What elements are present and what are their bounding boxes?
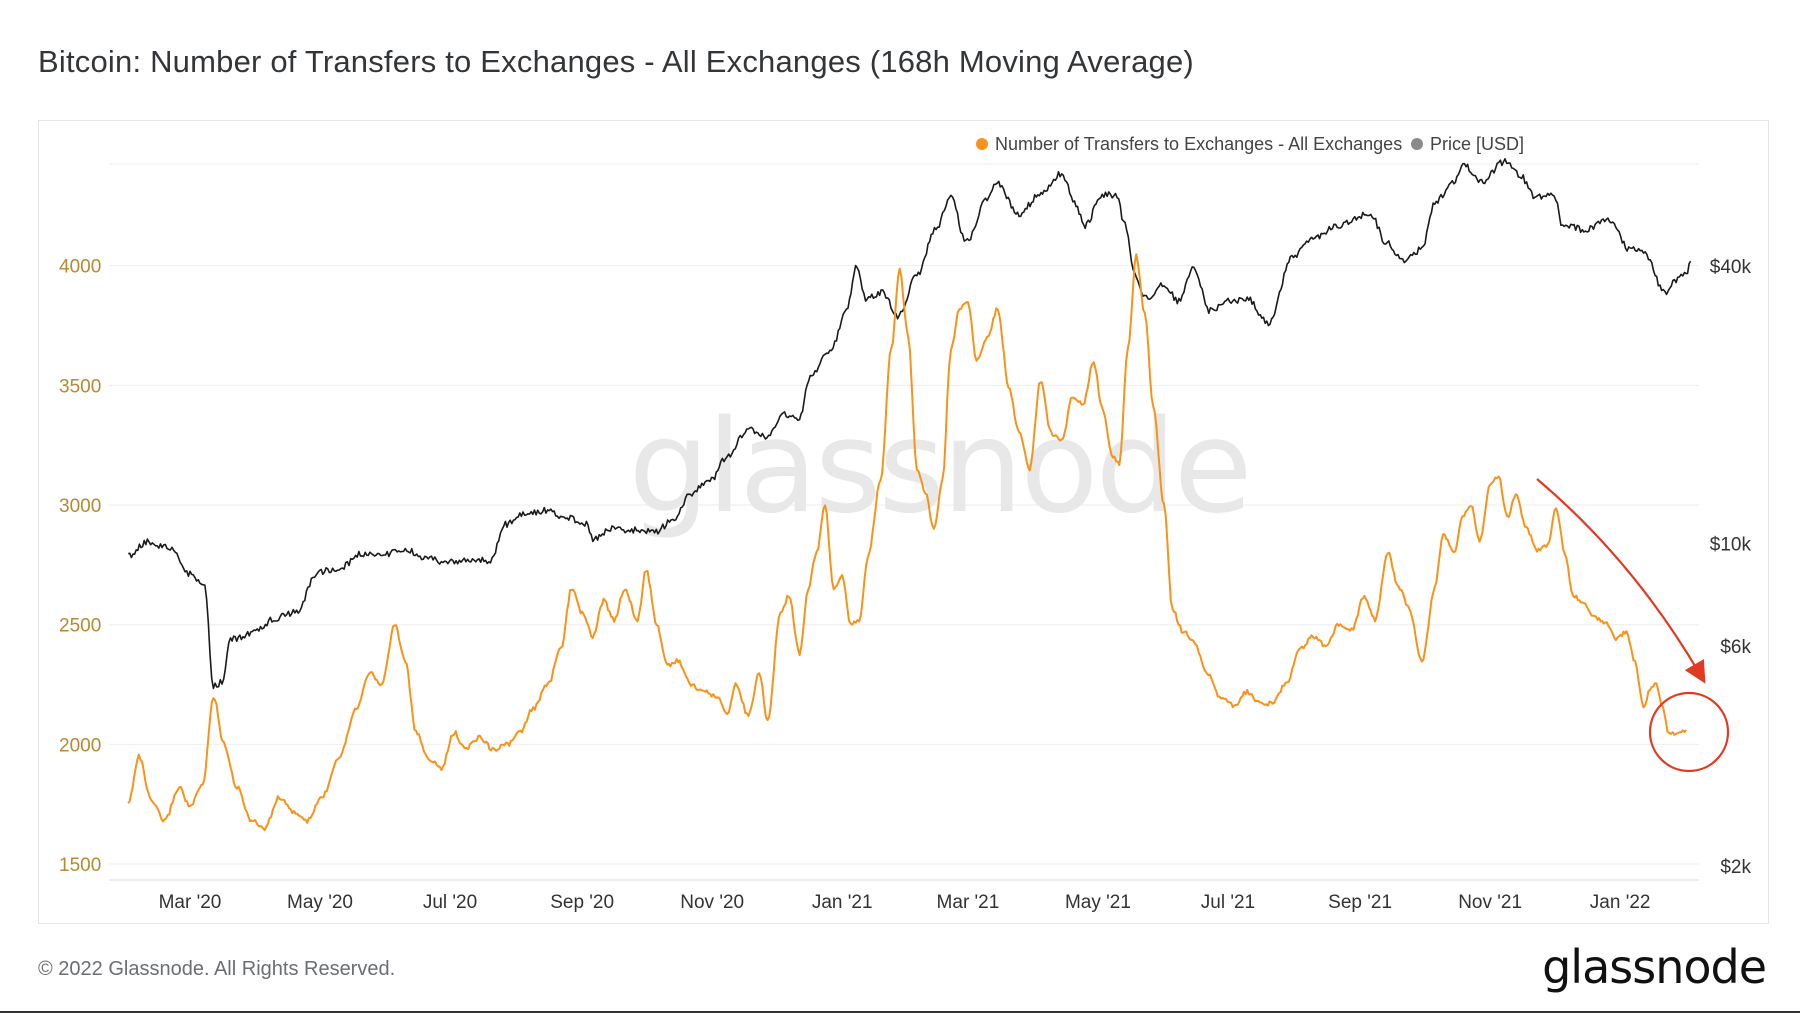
watermark-text: glassnode xyxy=(628,393,1249,542)
x-tick-label: Jan '21 xyxy=(812,892,873,913)
x-tick-label: Jan '22 xyxy=(1590,892,1651,913)
left-tick-label: 2000 xyxy=(59,735,101,756)
x-tick-label: Jul '21 xyxy=(1201,892,1255,913)
series-layer xyxy=(127,158,1692,831)
transfers-series-line xyxy=(127,253,1687,831)
x-tick-label: May '21 xyxy=(1065,892,1131,913)
price-series-line xyxy=(128,158,1692,690)
annotation-layer xyxy=(1536,478,1730,773)
left-tick-label: 4000 xyxy=(59,257,101,278)
right-tick-label: $2k xyxy=(1720,857,1751,878)
x-tick-label: Sep '20 xyxy=(550,892,614,913)
legend-dot-price xyxy=(1411,138,1423,150)
annotation-circle xyxy=(1648,691,1730,773)
left-tick-label: 3500 xyxy=(59,376,101,397)
left-axis: 1500 2000 2500 3000 3500 4000 xyxy=(59,257,101,876)
chart-svg[interactable]: glassnode Number of Transfers to Exchang… xyxy=(39,121,1770,925)
glassnode-logo: glassnode xyxy=(1542,940,1767,994)
annotation-arrow xyxy=(1536,478,1706,684)
bottom-divider xyxy=(0,1011,1800,1013)
right-tick-label: $6k xyxy=(1720,637,1751,658)
chart-title: Bitcoin: Number of Transfers to Exchange… xyxy=(38,44,1194,79)
x-tick-label: Nov '20 xyxy=(680,892,744,913)
x-tick-label: Mar '21 xyxy=(937,892,1000,913)
right-axis: $2k $6k $10k $40k xyxy=(1710,257,1752,878)
copyright-footer: © 2022 Glassnode. All Rights Reserved. xyxy=(38,958,396,980)
left-tick-label: 2500 xyxy=(59,616,101,637)
legend-label-transfers: Number of Transfers to Exchanges - All E… xyxy=(995,134,1402,154)
x-tick-label: Sep '21 xyxy=(1328,892,1392,913)
right-tick-label: $10k xyxy=(1710,535,1752,556)
left-tick-label: 3000 xyxy=(59,496,101,517)
x-axis: Mar '20 May '20 Jul '20 Sep '20 Nov '20 Jan '… xyxy=(159,892,1651,913)
legend-label-price: Price [USD] xyxy=(1430,134,1524,154)
chart-panel: glassnode Number of Transfers to Exchang… xyxy=(38,120,1769,924)
left-tick-label: 1500 xyxy=(59,855,101,876)
legend-dot-transfers xyxy=(976,138,988,150)
right-tick-label: $40k xyxy=(1710,257,1752,278)
gridlines xyxy=(109,163,1699,881)
x-tick-label: Jul '20 xyxy=(423,892,477,913)
legend: Number of Transfers to Exchanges - All E… xyxy=(976,134,1524,154)
x-tick-label: May '20 xyxy=(287,892,353,913)
x-tick-label: Mar '20 xyxy=(159,892,222,913)
x-tick-label: Nov '21 xyxy=(1458,892,1522,913)
